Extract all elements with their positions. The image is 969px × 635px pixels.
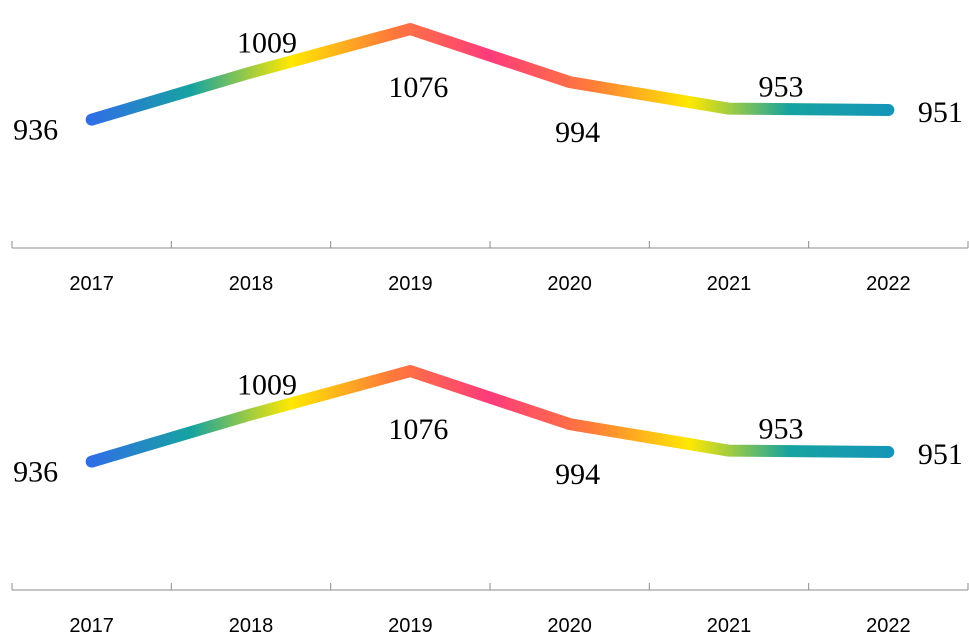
data-label-2021: 953 xyxy=(759,413,804,446)
series-line xyxy=(85,23,895,126)
series-line xyxy=(85,365,895,468)
x-tick-label-2020: 2020 xyxy=(547,615,592,635)
data-label-2020: 994 xyxy=(555,458,600,491)
data-label-2019: 1076 xyxy=(388,71,448,104)
x-tick-label-2017: 2017 xyxy=(69,273,114,295)
data-label-2022: 951 xyxy=(918,438,963,471)
x-tick-label-2022: 2022 xyxy=(866,615,911,635)
x-tick-label-2019: 2019 xyxy=(388,615,433,635)
data-point-2019 xyxy=(404,365,416,377)
data-label-2020: 994 xyxy=(555,116,600,149)
data-point-2020 xyxy=(564,76,576,88)
x-tick-label-2019: 2019 xyxy=(388,273,433,295)
data-point-2019 xyxy=(404,23,416,35)
data-label-2017: 936 xyxy=(13,114,58,147)
data-point-2022 xyxy=(882,104,894,116)
data-label-2018: 1009 xyxy=(237,26,297,59)
data-point-2017 xyxy=(86,456,98,468)
x-tick-label-2020: 2020 xyxy=(547,273,592,295)
data-point-2021 xyxy=(723,445,735,457)
x-tick-label-2017: 2017 xyxy=(69,615,114,635)
data-point-2018 xyxy=(245,408,257,420)
data-label-2021: 953 xyxy=(759,71,804,104)
x-tick-label-2022: 2022 xyxy=(866,273,911,295)
data-label-2022: 951 xyxy=(918,96,963,129)
data-point-2018 xyxy=(245,66,257,78)
data-point-2017 xyxy=(86,114,98,126)
x-tick-label-2021: 2021 xyxy=(707,273,752,295)
data-label-2017: 936 xyxy=(13,456,58,489)
data-point-2020 xyxy=(564,418,576,430)
data-label-2018: 1009 xyxy=(237,368,297,401)
line-chart-bottom: 936 1009 1076 994 953 951 2017 2018 2019 2020 2021… xyxy=(11,365,969,635)
line-chart-top: 936 1009 1076 994 953 951 2017 2018 2019 2020 2021… xyxy=(11,23,969,295)
data-label-2019: 1076 xyxy=(388,413,448,446)
x-tick-label-2018: 2018 xyxy=(229,615,274,635)
data-point-2021 xyxy=(723,103,735,115)
x-tick-label-2021: 2021 xyxy=(707,615,752,635)
x-tick-label-2018: 2018 xyxy=(229,273,274,295)
data-point-2022 xyxy=(882,446,894,458)
